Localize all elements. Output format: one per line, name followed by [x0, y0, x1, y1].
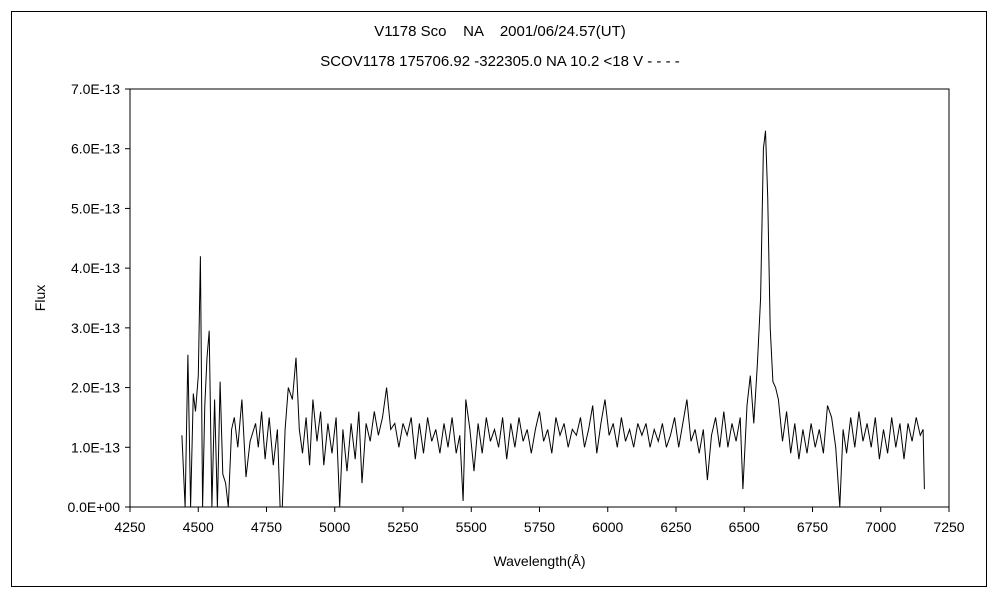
x-tick-label: 5000 — [319, 519, 350, 535]
y-tick-label: 5.0E-13 — [71, 200, 120, 216]
x-axis: 4250 4500 4750 5000 5250 5500 5750 6000 6250 6500… — [114, 507, 965, 535]
x-tick-label: 5250 — [387, 519, 418, 535]
x-tick-label: 6000 — [592, 519, 623, 535]
plot-area — [129, 88, 950, 508]
x-tick-label: 4500 — [183, 519, 214, 535]
y-tick-label: 7.0E-13 — [71, 81, 120, 97]
x-tick-label: 4250 — [114, 519, 145, 535]
x-tick-label: 4750 — [251, 519, 282, 535]
y-tick-label: 1.0E-13 — [71, 439, 120, 455]
x-tick-label: 5500 — [456, 519, 487, 535]
series-layer — [181, 130, 925, 508]
spectrum-line — [181, 130, 925, 508]
x-tick-label: 7250 — [933, 519, 964, 535]
y-axis-label: Flux — [32, 285, 48, 311]
y-tick-label: 0.0E+00 — [67, 499, 120, 515]
x-tick-label: 5750 — [524, 519, 555, 535]
x-axis-label: Wavelength(Å) — [493, 553, 585, 569]
x-tick-label: 6500 — [729, 519, 760, 535]
chart-subtitle: SCOV1178 175706.92 -322305.0 NA 10.2 <18… — [320, 53, 680, 70]
x-tick-label: 6250 — [660, 519, 691, 535]
y-tick-label: 2.0E-13 — [71, 380, 120, 396]
y-tick-label: 6.0E-13 — [71, 141, 120, 157]
x-tick-label: 6750 — [797, 519, 828, 535]
chart-frame — [11, 11, 987, 587]
y-tick-label: 4.0E-13 — [71, 260, 120, 276]
chart-title: V1178 Sco NA 2001/06/24.57(UT) — [374, 23, 626, 40]
y-axis: 0.0E+00 1.0E-13 2.0E-13 3.0E-13 4.0E-13 5.0E-… — [67, 81, 130, 515]
y-tick-label: 3.0E-13 — [71, 320, 120, 336]
x-tick-label: 7000 — [865, 519, 896, 535]
